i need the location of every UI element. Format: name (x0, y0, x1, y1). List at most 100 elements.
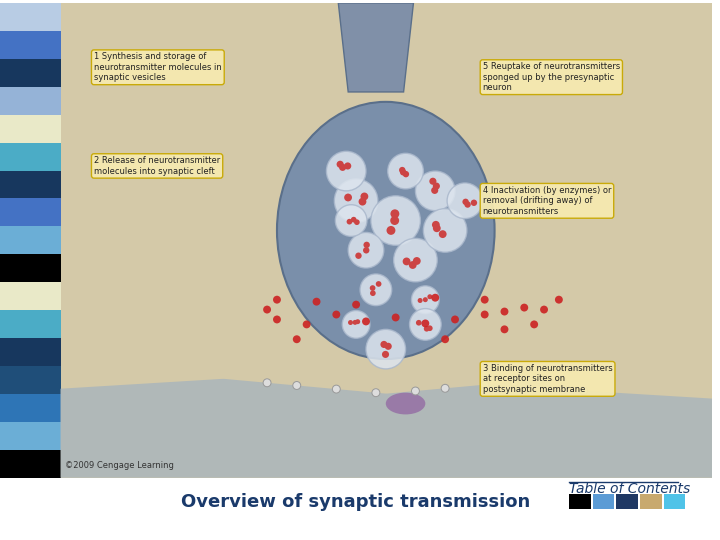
Circle shape (354, 219, 360, 225)
Circle shape (438, 230, 446, 238)
Circle shape (333, 310, 341, 319)
Circle shape (346, 219, 352, 225)
Circle shape (481, 310, 489, 319)
Bar (593, 494, 614, 509)
Circle shape (481, 381, 489, 389)
Circle shape (380, 341, 387, 348)
Circle shape (273, 315, 281, 323)
Bar (640, 494, 662, 509)
Circle shape (500, 326, 508, 333)
Text: Overview of synaptic transmission: Overview of synaptic transmission (181, 494, 531, 511)
Text: 1 Synthesis and storage of
neurotransmitter molecules in
synaptic vesicles: 1 Synthesis and storage of neurotransmit… (94, 52, 222, 82)
Circle shape (334, 179, 378, 222)
Bar (0, 254, 60, 282)
Circle shape (481, 296, 489, 303)
Circle shape (363, 247, 369, 253)
Circle shape (433, 183, 440, 190)
Circle shape (370, 285, 375, 291)
Circle shape (362, 318, 370, 326)
Circle shape (352, 301, 360, 308)
Circle shape (409, 261, 417, 269)
Bar (0, 87, 60, 114)
Circle shape (428, 294, 432, 299)
Circle shape (412, 387, 420, 395)
Circle shape (399, 167, 405, 173)
Circle shape (388, 153, 423, 189)
Circle shape (471, 200, 477, 206)
Circle shape (510, 378, 518, 386)
Text: ©2009 Cengage Learning: ©2009 Cengage Learning (66, 461, 174, 470)
Circle shape (333, 385, 341, 393)
Circle shape (530, 320, 538, 328)
Bar (569, 494, 590, 509)
Bar (0, 394, 60, 422)
Circle shape (416, 320, 422, 326)
Circle shape (521, 303, 528, 312)
Bar (0, 478, 712, 537)
Circle shape (355, 253, 361, 259)
Circle shape (580, 387, 588, 395)
Circle shape (293, 335, 301, 343)
Circle shape (361, 193, 369, 200)
Text: 4 Inactivation (by enzymes) or
removal (drifting away) of
neurotransmitters: 4 Inactivation (by enzymes) or removal (… (482, 186, 611, 215)
Bar (0, 422, 60, 450)
Circle shape (355, 319, 360, 324)
Circle shape (555, 296, 563, 303)
Circle shape (427, 326, 433, 331)
Circle shape (400, 169, 406, 176)
Circle shape (336, 205, 367, 237)
Circle shape (370, 291, 376, 296)
Circle shape (390, 216, 399, 225)
Bar (0, 366, 60, 394)
Ellipse shape (277, 102, 495, 359)
Circle shape (366, 329, 405, 369)
Bar (0, 31, 60, 59)
Circle shape (560, 386, 568, 394)
Circle shape (326, 151, 366, 191)
Bar (0, 226, 60, 254)
Circle shape (293, 382, 301, 389)
Polygon shape (338, 3, 413, 92)
Bar (60, 3, 712, 478)
Bar (616, 494, 638, 509)
Bar (664, 494, 685, 509)
Circle shape (500, 308, 508, 315)
Ellipse shape (386, 393, 426, 414)
Polygon shape (60, 379, 712, 478)
Circle shape (415, 171, 455, 211)
Bar (0, 114, 60, 143)
Circle shape (263, 379, 271, 387)
Circle shape (371, 196, 420, 245)
Circle shape (359, 198, 366, 206)
Circle shape (423, 297, 428, 302)
Circle shape (418, 298, 423, 303)
Circle shape (263, 306, 271, 314)
Circle shape (348, 320, 353, 325)
Circle shape (392, 314, 400, 321)
Text: Table of Contents: Table of Contents (569, 482, 690, 496)
Circle shape (339, 164, 346, 171)
Circle shape (433, 224, 441, 232)
Circle shape (364, 242, 370, 248)
Circle shape (421, 320, 429, 327)
Circle shape (431, 187, 438, 194)
Circle shape (413, 257, 420, 265)
Circle shape (441, 335, 449, 343)
Circle shape (410, 308, 441, 340)
Circle shape (351, 217, 356, 222)
Circle shape (429, 178, 436, 185)
Circle shape (360, 274, 392, 306)
Circle shape (451, 315, 459, 323)
Circle shape (382, 351, 389, 358)
Circle shape (384, 343, 392, 350)
Text: 3 Binding of neurotransmitters
at receptor sites on
postsynaptic membrane: 3 Binding of neurotransmitters at recept… (482, 364, 613, 394)
Bar (0, 3, 60, 31)
Circle shape (540, 306, 548, 314)
Circle shape (302, 320, 310, 328)
Circle shape (402, 258, 410, 265)
Circle shape (344, 163, 351, 170)
Circle shape (441, 384, 449, 392)
Circle shape (336, 161, 343, 168)
Text: 2 Release of neurotransmitter
molecules into synaptic cleft: 2 Release of neurotransmitter molecules … (94, 156, 220, 176)
Text: 5 Reuptake of neurotransmitters
sponged up by the presynaptic
neuron: 5 Reuptake of neurotransmitters sponged … (482, 62, 620, 92)
